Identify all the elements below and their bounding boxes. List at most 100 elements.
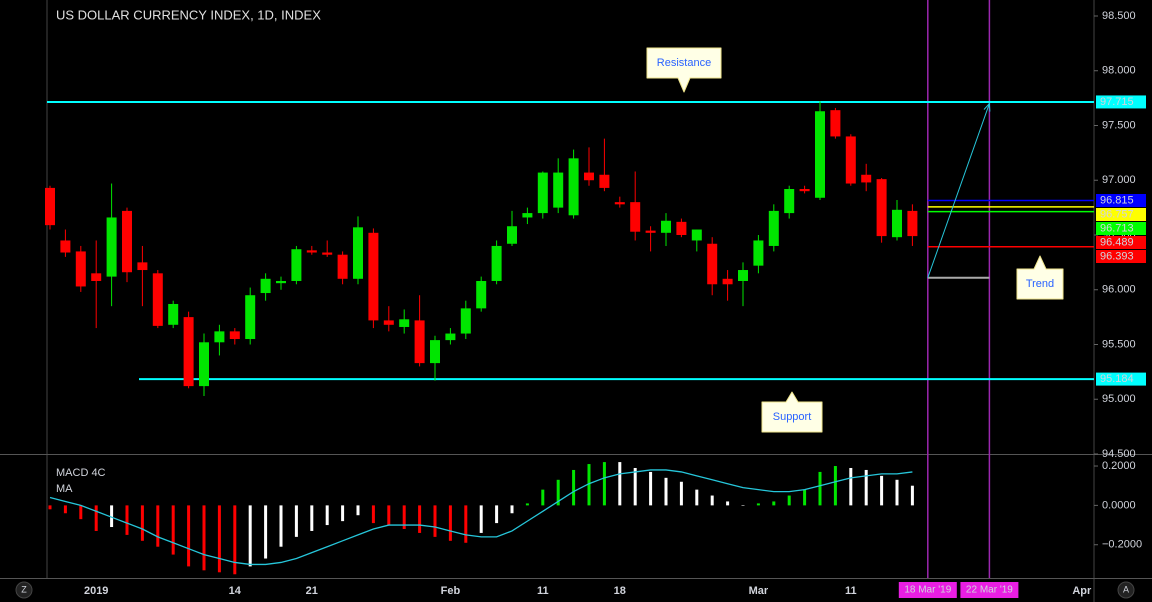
level-label: 96.393 (1100, 250, 1134, 262)
left-button[interactable] (15, 581, 33, 599)
candle-body (460, 308, 471, 334)
callout-box (761, 391, 823, 433)
candle-body (707, 243, 718, 285)
y-tick-label: 95.500 (1102, 338, 1136, 350)
candle-body (306, 250, 317, 253)
macd-bar (325, 505, 329, 526)
date-marker-box (898, 582, 957, 598)
macd-bar (864, 469, 868, 506)
y-tick-label: 97.500 (1102, 119, 1136, 131)
candle-body (476, 280, 487, 309)
candle-body (383, 320, 394, 325)
right-button[interactable] (1117, 581, 1135, 599)
macd-bar (433, 505, 437, 537)
macd-bar (79, 505, 83, 520)
macd-bar (356, 505, 360, 516)
macd-bar (587, 464, 591, 506)
candle-body (522, 213, 533, 218)
candle-body (291, 249, 302, 281)
level-label-box (1096, 250, 1146, 264)
candle-body (584, 172, 594, 181)
level-label-box (1096, 95, 1146, 109)
macd-bar (217, 505, 221, 573)
candle-body (168, 303, 179, 325)
right-button-label[interactable]: A (1123, 584, 1129, 594)
macd-bar (233, 505, 237, 575)
candle-body (568, 158, 579, 216)
macd-bar (510, 505, 514, 514)
macd-bar (294, 505, 298, 537)
macd-bar (279, 505, 283, 547)
candle-body (537, 172, 548, 214)
candle-body (353, 227, 363, 279)
level-label-box (1096, 222, 1146, 236)
date-marker-box (960, 582, 1019, 598)
level-label-box (1096, 208, 1146, 222)
macd-bar (402, 505, 406, 529)
macd-bar (664, 477, 668, 506)
left-button-label[interactable]: Z (21, 584, 27, 594)
callout-box (646, 47, 722, 93)
x-tick-label: 11 (845, 585, 857, 597)
level-label-box (1096, 236, 1146, 250)
macd-bar (756, 503, 760, 506)
candle-body (892, 209, 902, 238)
macd-bar (418, 505, 422, 533)
candle-body (430, 340, 440, 364)
callout-text: Support (773, 411, 812, 423)
candle-body (414, 320, 425, 364)
macd-bar (710, 495, 714, 506)
macd-bar (572, 469, 576, 506)
candle-body (753, 240, 764, 266)
macd-bar (649, 471, 653, 506)
candle-body (337, 254, 348, 279)
callout-text: Trend (1026, 278, 1054, 290)
candle-body (322, 252, 333, 255)
candle-body (445, 333, 456, 341)
macd-y-tick-label: 0.0000 (1102, 499, 1136, 511)
candle-body (507, 226, 517, 244)
x-tick-label: Apr (1072, 585, 1092, 597)
macd-bar (156, 505, 160, 547)
macd-bar (525, 503, 529, 506)
x-tick-label: Feb (441, 585, 461, 597)
candle-body (815, 111, 825, 198)
trend-arrow-head (983, 102, 991, 112)
candle-body (91, 273, 102, 281)
macd-bar (618, 462, 622, 506)
y-tick-label: 95.000 (1102, 393, 1136, 405)
plot-layer (45, 0, 1094, 578)
macd-bar (849, 467, 853, 506)
trend-arrow (927, 103, 990, 278)
candle-body (768, 210, 779, 246)
macd-bar (63, 505, 67, 514)
macd-bar (187, 505, 191, 567)
macd-bar (495, 505, 499, 524)
candle-body (368, 232, 379, 321)
macd-bar (695, 489, 699, 506)
macd-bar (818, 471, 822, 506)
macd-y-tick-label: −0.2000 (1102, 539, 1142, 551)
macd-bar (264, 505, 268, 559)
macd-bar (202, 505, 206, 571)
y-tick-label: 98.000 (1102, 65, 1136, 77)
candle-body (60, 240, 71, 253)
macd-bar (833, 466, 837, 506)
y-tick-label: 94.500 (1102, 448, 1136, 460)
candle-body (830, 110, 841, 137)
candle-body (245, 295, 256, 340)
macd-bar (787, 495, 791, 506)
candle-body (630, 202, 641, 232)
x-tick-label: Mar (749, 585, 769, 597)
candle-body (599, 174, 610, 188)
candle-body (214, 331, 225, 343)
macd-bar (803, 489, 807, 506)
y-tick-label: 96.000 (1102, 284, 1136, 296)
candle-body (614, 202, 625, 205)
candle-body (75, 251, 86, 287)
candle-body (861, 174, 872, 183)
macd-bar (310, 505, 314, 531)
